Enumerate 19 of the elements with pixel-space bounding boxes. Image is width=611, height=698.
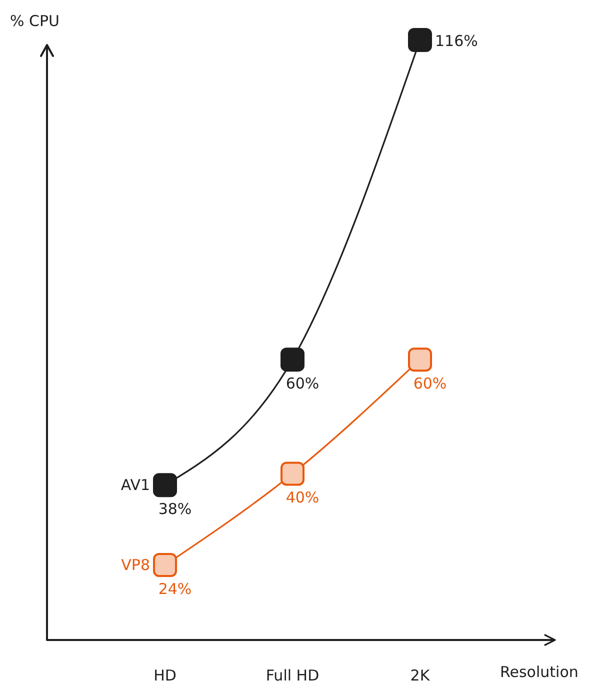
series-label: AV1 xyxy=(120,476,150,494)
data-label: 116% xyxy=(435,32,478,50)
data-label: 38% xyxy=(158,500,192,518)
x-tick-label: 2K xyxy=(410,666,431,685)
x-tick-label: Full HD xyxy=(266,666,320,685)
point xyxy=(408,28,432,52)
x-tick-label: HD xyxy=(154,666,176,685)
point xyxy=(153,553,177,577)
y-axis-title: % CPU xyxy=(10,12,60,30)
point xyxy=(153,473,177,498)
data-label: 60% xyxy=(286,374,320,393)
series-label: VP8 xyxy=(121,556,150,574)
point xyxy=(408,348,432,372)
data-label: 60% xyxy=(413,374,447,393)
data-label: 40% xyxy=(286,488,320,507)
x-axis-title: Resolution xyxy=(500,663,578,681)
data-label: 24% xyxy=(158,580,192,598)
point xyxy=(280,348,304,372)
point xyxy=(280,462,304,486)
